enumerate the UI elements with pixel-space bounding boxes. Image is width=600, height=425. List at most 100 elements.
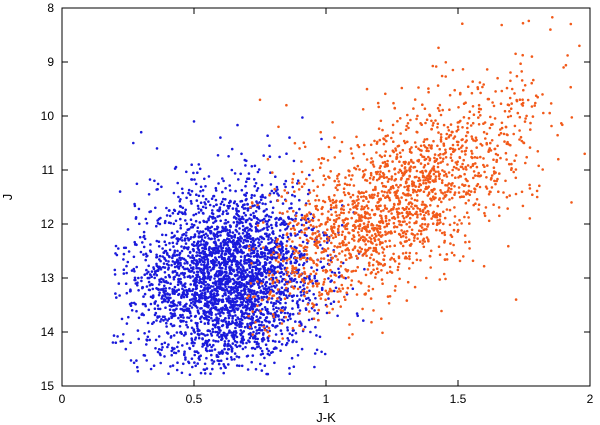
data-point	[198, 260, 202, 264]
data-point	[416, 232, 419, 236]
data-point	[253, 178, 256, 181]
data-point	[351, 156, 355, 160]
data-point	[243, 277, 247, 281]
data-point	[252, 216, 256, 219]
data-point	[277, 194, 281, 197]
data-point	[442, 152, 445, 156]
data-point	[281, 245, 284, 249]
data-point	[207, 306, 210, 309]
data-point	[327, 258, 330, 262]
data-point	[285, 273, 289, 277]
data-point	[156, 269, 160, 273]
data-point	[124, 347, 128, 351]
data-point	[158, 280, 162, 283]
data-point	[171, 289, 175, 293]
data-point	[221, 282, 224, 286]
data-point	[242, 211, 246, 215]
data-point	[322, 283, 325, 286]
data-point	[165, 214, 169, 217]
data-point	[400, 229, 403, 232]
data-point	[220, 252, 224, 255]
data-point	[292, 365, 296, 369]
data-point	[118, 190, 122, 193]
data-point	[426, 225, 429, 228]
data-point	[189, 311, 192, 315]
data-point	[206, 271, 210, 274]
data-point	[520, 70, 523, 73]
data-point	[223, 253, 227, 256]
data-point	[410, 202, 414, 206]
data-point	[220, 349, 224, 353]
data-point	[288, 294, 291, 297]
data-point	[163, 284, 166, 288]
data-point	[164, 243, 168, 247]
data-point	[253, 184, 256, 188]
data-point	[249, 213, 253, 217]
data-point	[239, 255, 243, 258]
data-point	[513, 92, 516, 95]
data-point	[234, 314, 237, 317]
data-point	[135, 182, 139, 186]
data-point	[333, 245, 337, 248]
data-point	[185, 222, 189, 226]
data-point	[433, 156, 436, 160]
data-point	[437, 245, 441, 248]
data-point	[295, 223, 299, 226]
data-point	[227, 240, 230, 244]
data-point	[215, 287, 218, 290]
data-point	[174, 219, 178, 223]
data-point	[405, 178, 409, 181]
data-point	[188, 250, 192, 254]
data-point	[383, 176, 386, 179]
data-point	[198, 279, 201, 282]
data-point	[227, 285, 230, 289]
data-point	[231, 231, 235, 234]
data-point	[374, 272, 378, 276]
data-point	[490, 174, 494, 177]
data-point	[218, 287, 222, 291]
data-point	[114, 244, 118, 248]
data-point	[234, 330, 238, 333]
data-point	[192, 213, 195, 217]
data-point	[155, 224, 158, 228]
data-point	[312, 317, 316, 321]
data-point	[247, 314, 250, 318]
data-point	[222, 263, 226, 267]
data-point	[153, 313, 157, 317]
data-point	[142, 245, 146, 249]
data-point	[468, 193, 472, 197]
data-point	[285, 256, 288, 260]
data-point	[194, 304, 198, 308]
data-point	[327, 145, 331, 149]
data-point	[200, 270, 203, 274]
data-point	[375, 243, 378, 247]
data-point	[414, 185, 418, 188]
data-point	[391, 131, 395, 134]
data-point	[297, 181, 301, 185]
data-point	[240, 220, 243, 224]
data-point	[463, 215, 466, 219]
data-point	[291, 312, 295, 316]
data-point	[383, 254, 386, 258]
data-point	[258, 263, 261, 266]
data-point	[285, 282, 289, 286]
data-point	[374, 188, 377, 191]
data-point	[192, 279, 195, 283]
data-point	[245, 159, 248, 163]
data-point	[305, 177, 308, 181]
data-point	[203, 243, 207, 247]
data-point	[263, 254, 267, 257]
data-point	[415, 204, 418, 208]
data-point	[422, 181, 425, 185]
data-point	[117, 247, 120, 250]
data-point	[172, 276, 176, 279]
data-point	[227, 297, 230, 300]
data-point	[250, 165, 254, 168]
data-point	[301, 299, 305, 303]
data-point	[279, 298, 283, 302]
data-point	[508, 96, 512, 100]
data-point	[522, 88, 525, 92]
data-point	[522, 141, 525, 144]
data-point	[533, 104, 536, 107]
data-point	[219, 314, 222, 318]
